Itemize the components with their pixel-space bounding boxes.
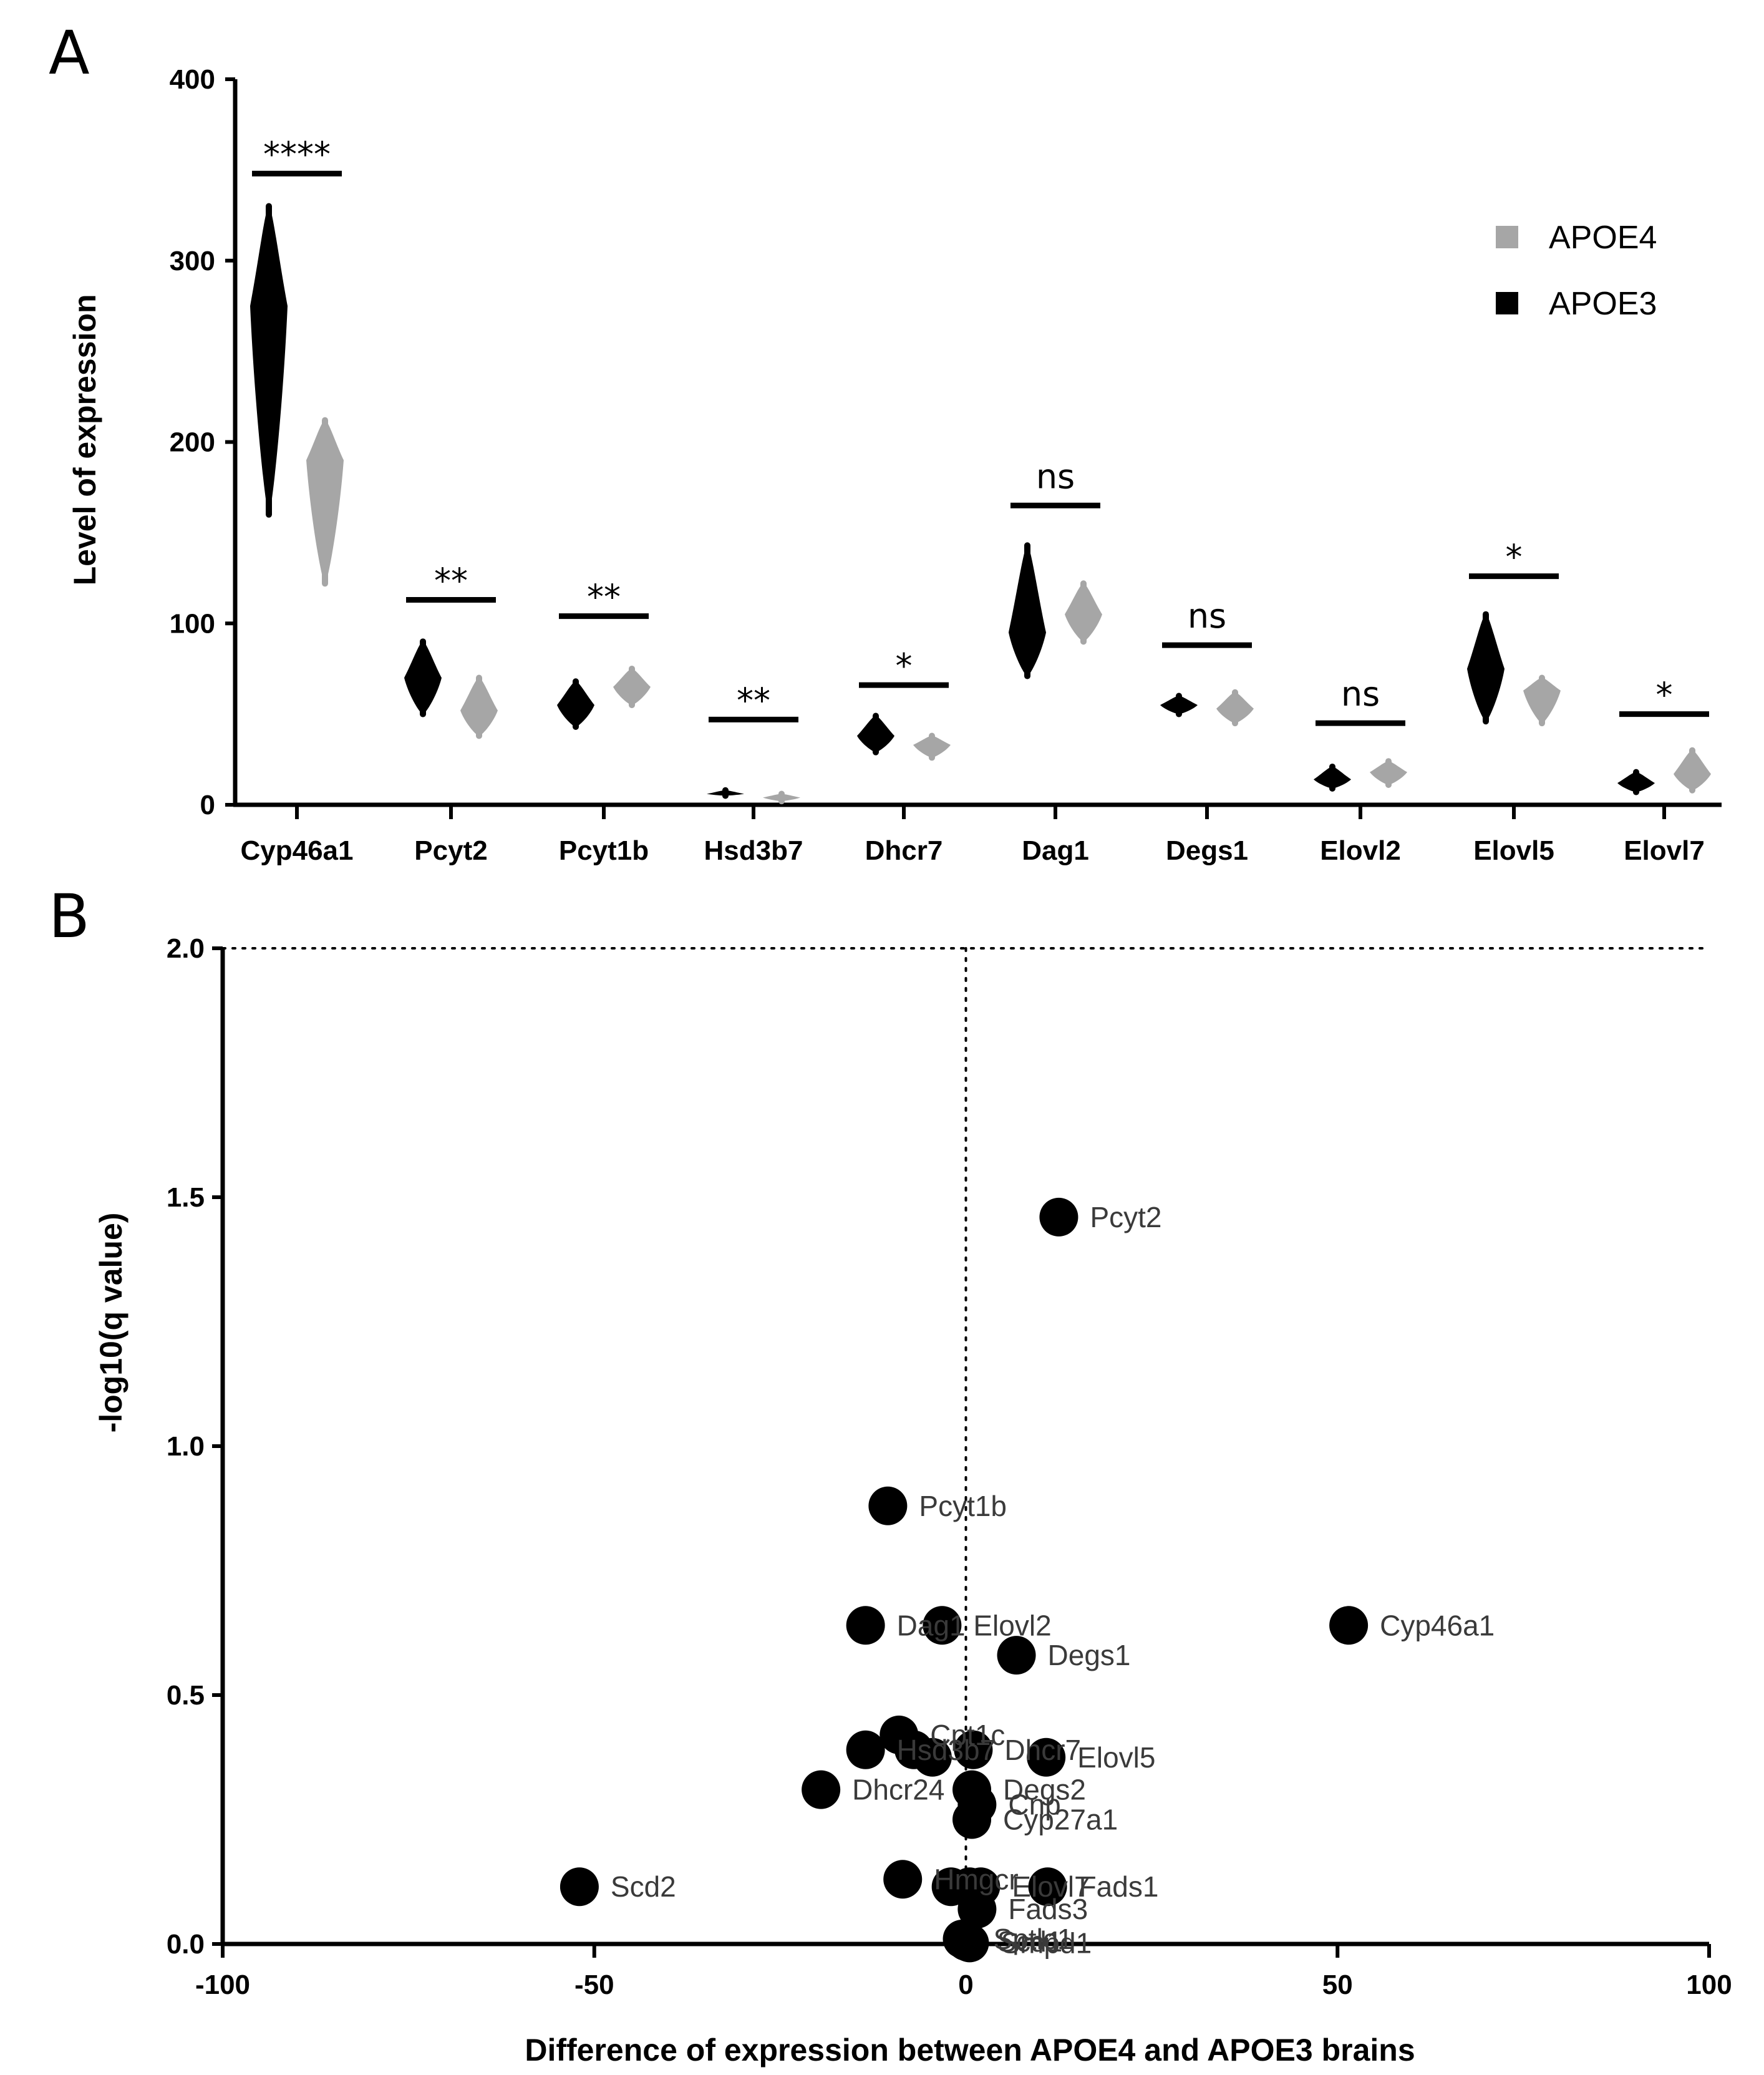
y-tick-label: 0.5	[167, 1680, 205, 1711]
panel-a-violins	[250, 203, 1711, 805]
y-tick-label: 2.0	[167, 933, 205, 964]
panel-b-x-ticks: -100 -50 0 50 100	[195, 1944, 1732, 2000]
point-label-pcyt2: Pcyt2	[1090, 1201, 1161, 1233]
x-tick-label-elovl5: Elovl5	[1473, 835, 1554, 866]
point-label-fads1: Fads1	[1079, 1870, 1159, 1903]
point-smpd1	[950, 1923, 989, 1963]
point-label-dhcr24: Dhcr24	[852, 1774, 944, 1806]
point-cyp46a1	[1329, 1606, 1369, 1645]
legend-swatch-apoe4	[1496, 226, 1518, 248]
y-tick-label: 200	[170, 427, 215, 458]
point-label-fads3: Fads3	[1008, 1893, 1088, 1925]
significance-label-elovl7: *	[1656, 676, 1673, 715]
significance-label-pcyt1b: **	[587, 578, 621, 617]
panel-b-y-ticks: 0.0 0.5 1.0 1.5 2.0	[167, 933, 223, 1960]
x-tick-label: -50	[574, 1970, 614, 2000]
x-tick-label: 0	[958, 1970, 973, 2000]
y-tick-label: 1.0	[167, 1431, 205, 1462]
point-label-scd1: Scd1	[997, 1925, 1063, 1958]
panel-b-letter: B	[49, 882, 90, 951]
x-tick-label-elovl7: Elovl7	[1624, 835, 1705, 866]
point-fads1	[1028, 1867, 1067, 1907]
point-label-hmgcr: Hmgcr	[934, 1863, 1018, 1895]
x-tick-label-hsd3b7: Hsd3b7	[704, 835, 803, 866]
point-label-cnp: Cnp	[1008, 1789, 1060, 1821]
panel-b-point-labels: Pcyt2 Pcyt1b Dag1 Elovl2 Cyp46a1 Degs1 Cpt1cHs…	[611, 1201, 1495, 1959]
point-label-cyp46a1: Cyp46a1	[1380, 1609, 1495, 1641]
x-tick-label: 100	[1686, 1970, 1732, 2000]
point-hsd3b7	[846, 1730, 885, 1769]
y-tick-label: 1.5	[167, 1182, 205, 1213]
significance-label-elovl5: *	[1506, 538, 1523, 577]
point-label-elovl7: Elovl7	[1012, 1870, 1090, 1903]
point-hmgcr	[883, 1860, 923, 1899]
point-pcyt2	[1039, 1197, 1078, 1237]
point-elovl5	[1027, 1737, 1066, 1777]
significance-label-hsd3b7: **	[737, 681, 770, 720]
point-label-elovl2: Elovl2	[973, 1609, 1051, 1641]
point-dhcr24	[802, 1770, 841, 1809]
point-cyp27a1	[952, 1800, 992, 1839]
point-label-pcyt1b: Pcyt1b	[919, 1490, 1007, 1522]
panel-a-y-axis-title: Level of expression	[67, 294, 102, 586]
x-tick-label-dhcr7: Dhcr7	[865, 835, 943, 866]
panel-b-y-axis-title: -log10(q value)	[94, 1213, 128, 1433]
point-label-cyp27a1: Cyp27a1	[1003, 1804, 1118, 1836]
x-tick-label-elovl2: Elovl2	[1320, 835, 1401, 866]
point-label-hsd3b7: Hsd3b7	[897, 1734, 996, 1766]
point-elovl2	[923, 1606, 962, 1645]
legend-label-apoe3: APOE3	[1549, 286, 1657, 322]
point-unlabeled-9	[913, 1737, 952, 1777]
significance-label-dag1: ns	[1036, 457, 1075, 496]
significance-label-pcyt2: **	[434, 561, 468, 600]
panel-a-x-ticks: Cyp46a1 Pcyt2 Pcyt1b Hsd3b7 Dhcr7 Dag1 Degs1 El…	[240, 805, 1705, 866]
y-tick-label: 100	[170, 608, 215, 639]
x-tick-label-cyp46a1: Cyp46a1	[240, 835, 353, 866]
significance-label-cyp46a1: ****	[263, 135, 331, 174]
y-tick-label: 400	[170, 64, 215, 95]
point-label-dag1: Dag1	[897, 1609, 966, 1641]
point-label-degs2: Degs2	[1003, 1774, 1086, 1806]
legend-swatch-apoe3	[1496, 292, 1518, 314]
point-label-sptlc1: Sptlc1	[994, 1923, 1073, 1955]
x-tick-label-degs1: Degs1	[1166, 835, 1248, 866]
point-label-smpd1: Smpd1	[1001, 1927, 1092, 1959]
point-fads3	[957, 1890, 997, 1929]
panel-b-x-axis-title: Difference of expression between APOE4 a…	[525, 2033, 1415, 2068]
panel-b-volcano-plot: 0.0 0.5 1.0 1.5 2.0 -100 -50 0 50 100 Pcyt2 Pcyt1…	[94, 933, 1732, 2068]
x-tick-label-dag1: Dag1	[1022, 835, 1089, 866]
y-tick-label: 0.0	[167, 1929, 205, 1960]
y-tick-label: 300	[170, 246, 215, 276]
point-dag1	[846, 1606, 885, 1645]
point-dhcr7	[954, 1730, 993, 1769]
point-scd2	[560, 1867, 599, 1907]
x-tick-label: -100	[195, 1970, 250, 2000]
legend-label-apoe4: APOE4	[1549, 220, 1657, 256]
point-label-dhcr7: Dhcr7	[1004, 1734, 1081, 1766]
significance-label-degs1: ns	[1188, 596, 1226, 636]
point-label-degs1: Degs1	[1048, 1639, 1131, 1671]
panel-a-y-ticks: 0 100 200 300 400	[170, 64, 235, 820]
point-label-cpt1c: Cpt1c	[930, 1719, 1005, 1751]
panel-a-letter: A	[49, 18, 90, 88]
panel-a-violin-chart: 0 100 200 300 400 Cyp46a1 Pcyt2 Pcyt1b Hsd3b7 Dh…	[67, 64, 1722, 866]
x-tick-label-pcyt1b: Pcyt1b	[559, 835, 649, 866]
significance-label-dhcr7: *	[896, 646, 913, 686]
y-tick-label: 0	[200, 790, 215, 820]
panel-a-legend: APOE4 APOE3	[1496, 220, 1657, 322]
point-pcyt1b	[868, 1486, 908, 1525]
x-tick-label: 50	[1322, 1970, 1353, 2000]
panel-b-points	[560, 1197, 1369, 1963]
significance-label-elovl2: ns	[1341, 674, 1380, 714]
point-label-scd2: Scd2	[611, 1870, 676, 1903]
point-label-elovl5: Elovl5	[1077, 1741, 1155, 1774]
x-tick-label-pcyt2: Pcyt2	[414, 835, 487, 866]
point-degs1	[997, 1636, 1036, 1675]
